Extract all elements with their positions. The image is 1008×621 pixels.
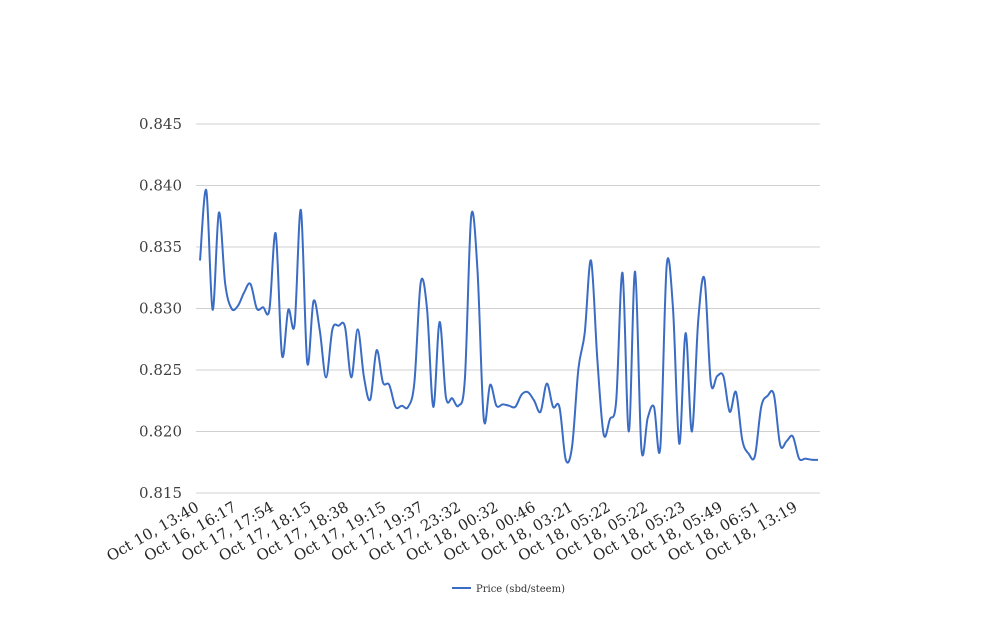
y-axis-ticks: 0.815 0.820 0.825 0.830 0.835 0.840 0.845 [139, 115, 182, 502]
y-tick-label: 0.825 [139, 361, 182, 379]
y-tick-label: 0.835 [139, 238, 182, 256]
y-tick-label: 0.845 [139, 115, 182, 133]
legend-label: Price (sbd/steem) [476, 584, 565, 595]
gridlines [196, 123, 820, 494]
legend: Price (sbd/steem) [452, 584, 565, 595]
y-tick-label: 0.820 [139, 423, 182, 441]
series-line [199, 189, 819, 464]
y-tick-label: 0.815 [139, 484, 182, 502]
series-layer [199, 189, 819, 464]
y-tick-label: 0.830 [139, 300, 182, 318]
y-tick-label: 0.840 [139, 177, 182, 195]
